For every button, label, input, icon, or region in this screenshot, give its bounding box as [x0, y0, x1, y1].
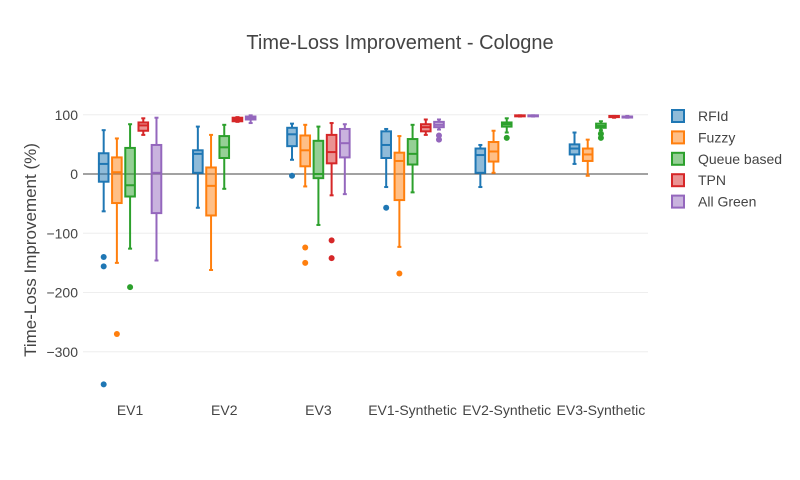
- box-tpn: [608, 114, 620, 119]
- outlier-point: [435, 136, 442, 143]
- box-queue-based: [406, 123, 419, 194]
- box-iqr: [286, 126, 298, 148]
- legend: RFId Fuzzy Queue based TPN All Green: [671, 108, 782, 210]
- box-all-green: [621, 114, 634, 119]
- legend-item: TPN: [671, 172, 726, 188]
- box-tpn: [419, 118, 432, 136]
- outlier-point: [127, 284, 134, 291]
- box-queue-based: [595, 120, 607, 141]
- y-tick-label: 100: [55, 107, 79, 123]
- box-iqr: [150, 143, 163, 215]
- box-iqr: [97, 152, 110, 183]
- x-tick-label: EV1-Synthetic: [368, 402, 457, 418]
- box-tpn: [137, 117, 150, 136]
- outlier-point: [383, 204, 390, 211]
- outlier-point: [328, 237, 335, 244]
- legend-item: Queue based: [671, 151, 782, 167]
- box-tpn: [231, 116, 244, 123]
- legend-swatch: [671, 130, 685, 145]
- x-tick-label: EV3-Synthetic: [557, 402, 646, 418]
- y-axis-title: Time-Loss Improvement (%): [21, 143, 40, 357]
- outlier-point: [396, 270, 403, 277]
- box-fuzzy: [487, 129, 500, 174]
- box-all-green: [339, 123, 351, 196]
- outlier-point: [302, 244, 309, 251]
- box-rfid: [474, 143, 487, 189]
- legend-label: TPN: [698, 172, 726, 188]
- x-axis: EV1 EV2 EV3 EV1-Synthetic EV2-Synthetic EV3-S…: [117, 402, 645, 418]
- legend-swatch: [671, 173, 685, 188]
- y-tick-label: −300: [46, 344, 78, 360]
- chart-title: Time-Loss Improvement - Cologne: [246, 32, 553, 54]
- y-tick-label: −200: [46, 285, 78, 301]
- box-queue-based: [218, 123, 231, 190]
- box-rfid: [568, 131, 581, 165]
- legend-label: Fuzzy: [698, 129, 735, 145]
- x-tick-label: EV2-Synthetic: [462, 402, 551, 418]
- outlier-point: [113, 330, 120, 337]
- x-tick-label: EV1: [117, 402, 144, 418]
- box-iqr: [393, 151, 406, 202]
- box-rfid: [380, 127, 392, 211]
- outlier-point: [328, 255, 335, 262]
- box-fuzzy: [581, 138, 594, 177]
- box-queue-based: [124, 123, 136, 291]
- outlier-point: [597, 130, 604, 137]
- box-rfid: [286, 122, 298, 179]
- legend-label: Queue based: [698, 151, 782, 167]
- box-fuzzy: [393, 135, 406, 277]
- box-iqr: [192, 149, 204, 174]
- box-queue-based: [500, 117, 513, 141]
- outlier-point: [597, 134, 604, 141]
- outlier-point: [289, 172, 296, 179]
- y-tick-label: −100: [46, 225, 78, 241]
- outlier-point: [503, 134, 510, 141]
- outlier-point: [100, 253, 107, 260]
- box-rfid: [97, 129, 110, 388]
- y-axis: 100 0 −100 −200 −300: [46, 107, 78, 360]
- legend-item: RFId: [671, 108, 728, 124]
- plot-area: [97, 114, 634, 388]
- box-tpn: [325, 122, 338, 262]
- legend-swatch: [671, 194, 685, 209]
- box-iqr: [111, 156, 123, 205]
- box-iqr: [124, 146, 136, 198]
- legend-swatch: [671, 109, 685, 123]
- box-all-green: [150, 116, 163, 262]
- legend-swatch: [671, 151, 685, 166]
- box-iqr: [325, 133, 338, 165]
- legend-label: All Green: [698, 194, 756, 210]
- box-all-green: [527, 114, 539, 118]
- box-fuzzy: [205, 133, 217, 271]
- legend-item: Fuzzy: [671, 129, 735, 145]
- box-all-green: [244, 114, 257, 125]
- box-iqr: [137, 121, 150, 132]
- outlier-point: [100, 263, 107, 270]
- box-all-green: [433, 118, 445, 143]
- box-iqr: [205, 166, 217, 217]
- legend-label: RFId: [698, 108, 728, 124]
- box-fuzzy: [299, 123, 312, 266]
- box-tpn: [514, 114, 526, 118]
- legend-item: All Green: [671, 194, 756, 210]
- box-iqr: [474, 147, 487, 174]
- box-iqr: [406, 138, 419, 166]
- x-tick-label: EV2: [211, 402, 238, 418]
- grid-lines: [83, 114, 648, 353]
- x-tick-label: EV3: [305, 402, 332, 418]
- box-iqr: [312, 139, 325, 180]
- outlier-point: [435, 132, 442, 139]
- box-rfid: [192, 125, 204, 209]
- y-tick-label: 0: [70, 166, 78, 182]
- outlier-point: [302, 259, 309, 266]
- box-queue-based: [312, 125, 325, 226]
- box-fuzzy: [111, 137, 123, 337]
- outlier-point: [100, 381, 107, 388]
